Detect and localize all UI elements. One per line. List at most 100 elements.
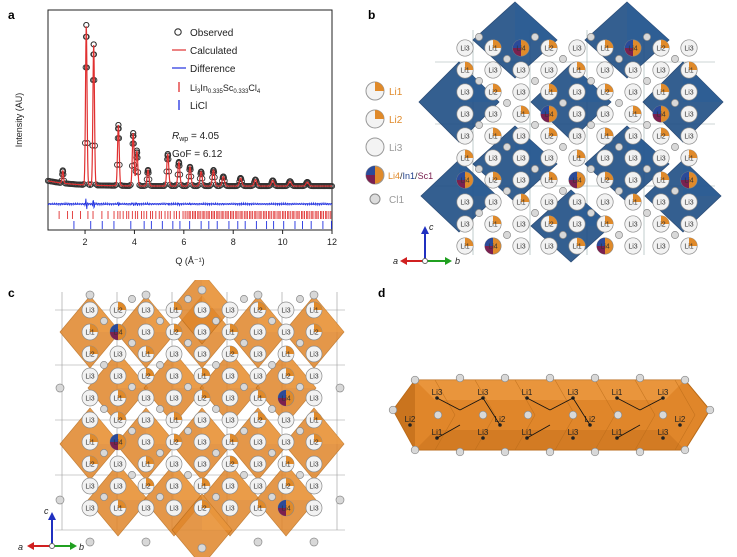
atom-label: Li1 — [488, 222, 497, 229]
chain-atom-label: Li1 — [522, 428, 533, 437]
atom-label: Li3 — [253, 462, 262, 469]
atom-label: Li3 — [544, 68, 553, 75]
atom-li1: Li1 — [249, 389, 267, 407]
atom-li3: Li3 — [456, 127, 474, 145]
atom-label: Li3 — [141, 396, 150, 403]
atom-li2: Li2 — [305, 323, 323, 341]
atom-li3: Li3 — [652, 237, 670, 255]
x-tick-label: 10 — [278, 237, 288, 247]
atom-label: Li1 — [281, 352, 290, 359]
atom-label: Li3 — [281, 418, 290, 425]
x-tick-label: 8 — [231, 237, 236, 247]
atom-label: Li3 — [309, 506, 318, 513]
atom-label: Li1 — [460, 244, 469, 251]
atom-label: Li3 — [309, 374, 318, 381]
atom-cl — [590, 373, 600, 383]
atom-li1: Li1 — [165, 411, 183, 429]
atom-label: Li1 — [684, 156, 693, 163]
atom-label: Li3 — [684, 90, 693, 97]
atom-label: Li3 — [628, 244, 637, 251]
atom-label: Li2 — [169, 330, 178, 337]
atom-label: Li2 — [113, 308, 122, 315]
atom-li3: Li3 — [193, 411, 211, 429]
atom-li2: Li2 — [193, 499, 211, 517]
legend-phase1-label: Li3In0.335Sc0.333Cl4 — [190, 83, 261, 95]
atom-label: Li2 — [281, 484, 290, 491]
atom-cl — [587, 165, 595, 173]
atom-cl — [197, 285, 207, 295]
atom-label: Li3 — [600, 156, 609, 163]
atoms-b: Li3 Li1 Li4 Li2 Li3 Li1 Li4 Li2 Li3 Li1 Li3 Li3 Li3 L… — [456, 33, 698, 255]
atom-li3: Li3 — [165, 367, 183, 385]
atom-label: Li2 — [600, 178, 609, 185]
atom-li4: Li4 — [596, 237, 614, 255]
atom-cl — [212, 317, 220, 325]
panel-d-label: d — [378, 286, 386, 300]
atom-li3: Li3 — [305, 389, 323, 407]
x-axis-label: Q (Å⁻¹) — [175, 256, 204, 266]
legend-observed-label: Observed — [190, 28, 233, 39]
atom-li3: Li3 — [540, 149, 558, 167]
atom-cl — [705, 405, 715, 415]
atom-cl — [268, 449, 276, 457]
atom-li3: Li3 — [221, 367, 239, 385]
atom-li2: Li2 — [277, 367, 295, 385]
atom-cl — [128, 295, 136, 303]
atom-label: Li1 — [628, 200, 637, 207]
atom-li1: Li1 — [512, 193, 530, 211]
atom-label: Li1 — [309, 308, 318, 315]
atom-li2: Li2 — [652, 215, 670, 233]
atom-label: Li3 — [113, 462, 122, 469]
atom-li3: Li3 — [680, 39, 698, 57]
atom-li3: Li3 — [221, 477, 239, 495]
atom-label: Li3 — [225, 396, 234, 403]
atom-label: Li4 — [113, 330, 122, 337]
atom-li3: Li3 — [81, 499, 99, 517]
hop-arrow — [549, 397, 574, 411]
atom-label: Li1 — [572, 156, 581, 163]
atom-cl — [531, 33, 539, 41]
atom-cl — [559, 231, 567, 239]
atom-cl — [680, 375, 690, 385]
atom-cl — [475, 165, 483, 173]
atom-label: Li3 — [600, 112, 609, 119]
atom-li3: Li3 — [484, 193, 502, 211]
atom-li1: Li1 — [484, 39, 502, 57]
atom-label: Li4 — [656, 112, 665, 119]
atom-li3: Li3 — [456, 105, 474, 123]
atom-li3: Li3 — [512, 215, 530, 233]
atom-label: Li3 — [488, 112, 497, 119]
atom-li1: Li1 — [305, 411, 323, 429]
atom-label: Li2 — [488, 90, 497, 97]
atom-label: Li3 — [628, 90, 637, 97]
chain-atom-label: Li3 — [568, 388, 579, 397]
legend-li1-label: Li1 — [389, 87, 403, 98]
atom-li2: Li2 — [249, 411, 267, 429]
plot-frame — [47, 9, 333, 231]
atom-cl — [587, 77, 595, 85]
atom-li3: Li3 — [81, 389, 99, 407]
atom-li3: Li3 — [680, 193, 698, 211]
atom-cl — [671, 99, 679, 107]
atom-label: Li3 — [684, 46, 693, 53]
atom-cl — [156, 449, 164, 457]
axis-a-label-c: a — [18, 542, 23, 552]
observed-point — [304, 179, 311, 186]
atom-cl — [253, 290, 263, 300]
atom-li3: Li3 — [165, 455, 183, 473]
legend-li3-label: Li3 — [389, 143, 403, 154]
atom-cl — [156, 405, 164, 413]
atom-label: Li2 — [85, 352, 94, 359]
atom-li1: Li1 — [137, 455, 155, 473]
atom-label: Li2 — [544, 222, 553, 229]
atom-cl — [410, 375, 420, 385]
atom-li3: Li3 — [540, 193, 558, 211]
atom-li3: Li3 — [624, 127, 642, 145]
chain-atom-label: Li3 — [478, 428, 489, 437]
atom-label: Li3 — [309, 484, 318, 491]
atom-label: Li3 — [460, 90, 469, 97]
atom-label: Li3 — [141, 506, 150, 513]
hop-arrow — [572, 397, 591, 426]
atom-label: Li3 — [628, 134, 637, 141]
atom-li3: Li3 — [165, 389, 183, 407]
